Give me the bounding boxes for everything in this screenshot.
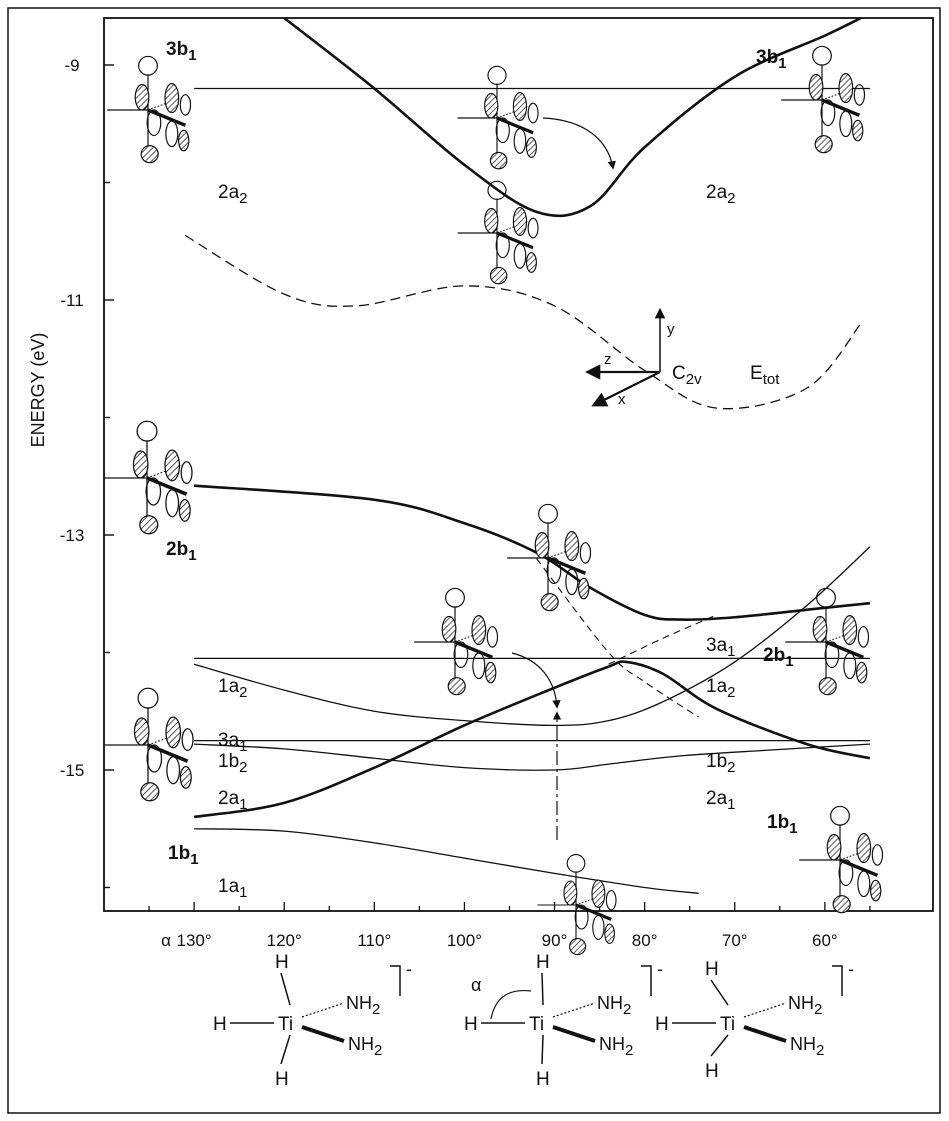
amide-bot: NH2 <box>790 1034 824 1059</box>
charge-label: - <box>848 959 854 979</box>
molecule-structure: Ti H H H NH2 NH2 - <box>655 959 854 1082</box>
curve-label-2a2: 2a2 <box>218 182 247 207</box>
hydride-label: H <box>536 1069 550 1090</box>
correlation-arrows <box>511 117 616 840</box>
hydride-label: H <box>536 952 550 973</box>
curve-label-3b1: 3b1 <box>166 39 197 64</box>
point-group-label: C2v <box>672 363 702 388</box>
hydride-label: H <box>705 1061 719 1082</box>
curve-Etot <box>184 234 862 410</box>
curve-1b1 <box>193 660 871 819</box>
axis-z-letter: z <box>604 351 612 368</box>
amide-top: NH2 <box>597 993 631 1018</box>
curve-label-2a1: 2a1 <box>706 788 735 813</box>
hydride-label: H <box>275 952 289 973</box>
y-tick-label: -15 <box>60 761 85 780</box>
curve-label-3a1: 3a1 <box>218 730 247 755</box>
curve-label-2b1: 2b1 <box>763 645 794 670</box>
orbital-1b1-bottom <box>537 854 617 956</box>
orbital-2b1-left <box>103 420 193 535</box>
orbital-3b1-right <box>781 45 866 154</box>
angle-label: α <box>471 975 481 995</box>
curve-2b1 <box>194 484 871 621</box>
x-tick-label: 120° <box>267 931 302 950</box>
x-axis: α 130° 120° 110° 100° 90° 80° 70° 60° <box>148 902 871 950</box>
x-tick-label: 130° <box>177 931 212 950</box>
orbital-2a2-upper <box>457 65 539 170</box>
axis-y-letter: y <box>667 321 675 338</box>
curve-label-1b1: 1b1 <box>168 843 199 868</box>
curve-diabatic-b <box>608 614 717 665</box>
curve-diabatic-a <box>536 558 700 718</box>
curve-3b1 <box>283 16 862 218</box>
curve-label-2a2: 2a2 <box>706 182 735 207</box>
x-tick-label: 110° <box>357 931 391 950</box>
metal-label: Ti <box>720 1014 735 1035</box>
axis-x-letter: x <box>618 391 626 408</box>
orbital-2b1-right <box>785 587 870 696</box>
curve-label-1a2: 1a2 <box>218 676 247 701</box>
orbital-3b1-left <box>107 55 192 164</box>
x-axis-symbol: α <box>161 931 171 950</box>
coordinate-system: y z x C2v <box>584 307 702 408</box>
hydride-label: H <box>655 1014 669 1035</box>
x-tick-label: 100° <box>447 931 482 950</box>
orbital-2b1-mid <box>507 503 592 612</box>
amide-top: NH2 <box>788 993 822 1018</box>
x-tick-label: 90° <box>542 931 568 950</box>
curve-label-2a1: 2a1 <box>218 788 247 813</box>
x-tick-label: 80° <box>632 931 658 950</box>
orbital-diagrams <box>103 45 884 956</box>
amide-top: NH2 <box>346 993 380 1018</box>
hydride-label: H <box>705 959 719 980</box>
molecular-structures: Ti H H H NH2 NH2 - Ti H H H NH2 NH2 - α Ti H H H NH2 NH2 - <box>213 952 854 1090</box>
curve-label-1b2: 1b2 <box>218 751 247 776</box>
curve-labels: 3b1 3b1 2a2 2a2 Etot 2b1 2b1 3a1 3a1 1a2 1a2 1b2 1b2… <box>166 39 798 901</box>
curve-label-3b1: 3b1 <box>756 47 787 72</box>
curve-label-3a1: 3a1 <box>706 635 735 660</box>
orbital-mid-crossing <box>414 587 499 696</box>
curve-label-1a2: 1a2 <box>706 676 735 701</box>
y-tick-label: -13 <box>60 526 85 545</box>
molecule-structure: Ti H H H NH2 NH2 - <box>213 952 412 1090</box>
y-axis-title: ENERGY (eV) <box>28 333 48 448</box>
metal-label: Ti <box>278 1014 293 1035</box>
plot-curves <box>184 16 871 895</box>
hydride-label: H <box>275 1069 289 1090</box>
plot-frame <box>103 17 934 912</box>
curve-label-2b1: 2b1 <box>166 539 197 564</box>
charge-label: - <box>657 959 663 979</box>
y-axis: -9 -11 -13 -15 <box>60 56 114 889</box>
curve-1a1 <box>194 828 699 895</box>
charge-label: - <box>406 959 412 979</box>
curve-label-1b1: 1b1 <box>767 812 798 837</box>
curve-2a1 <box>194 743 870 771</box>
x-tick-label: 60° <box>812 931 838 950</box>
molecule-structure: Ti H H H NH2 NH2 - α <box>464 952 663 1090</box>
x-tick-label: 70° <box>722 931 748 950</box>
y-tick-label: -11 <box>60 291 83 310</box>
y-tick-label: -9 <box>64 56 79 75</box>
amide-bot: NH2 <box>599 1034 633 1059</box>
amide-bot: NH2 <box>348 1034 382 1059</box>
orbital-1b1-left <box>104 687 194 802</box>
curve-3a1 <box>193 546 871 727</box>
orbital-2a2-lower <box>457 180 539 285</box>
curve-label-1b2: 1b2 <box>706 751 735 776</box>
curve-label-1a1: 1a1 <box>218 876 247 901</box>
orbital-1b1-right <box>799 805 884 914</box>
metal-label: Ti <box>529 1014 544 1035</box>
hydride-label: H <box>464 1014 478 1035</box>
curve-label-Etot: Etot <box>750 363 780 388</box>
hydride-label: H <box>213 1014 227 1035</box>
outer-frame <box>7 7 941 1114</box>
